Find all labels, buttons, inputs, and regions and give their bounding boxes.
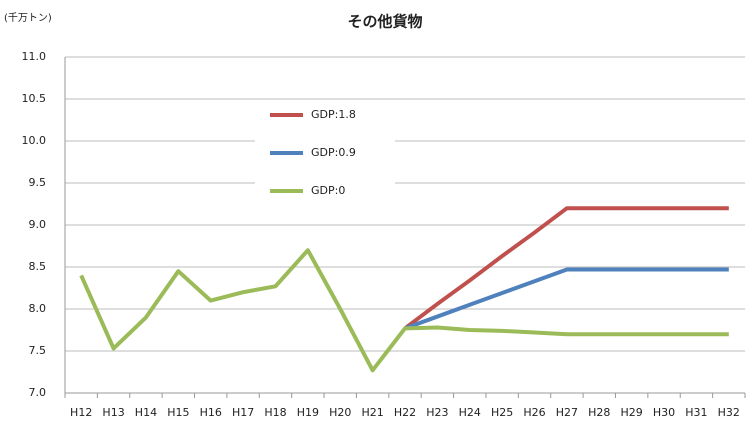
series-line: [404, 267, 729, 331]
legend-label: GDP:0: [311, 184, 345, 197]
x-tick-label: H28: [588, 406, 610, 419]
y-tick-label: 11.0: [22, 50, 47, 63]
series-line: [403, 206, 729, 330]
x-tick-label: H21: [361, 406, 383, 419]
x-tick-label: H26: [523, 406, 545, 419]
y-tick-label: 8.5: [29, 260, 47, 273]
x-tick-label: H27: [556, 406, 578, 419]
x-tick-label: H31: [685, 406, 707, 419]
x-tick-label: H20: [329, 406, 351, 419]
x-tick-label: H13: [102, 406, 124, 419]
y-tick-label: 9.0: [29, 218, 47, 231]
x-tick-label: H17: [232, 406, 254, 419]
y-tick-label: 9.5: [29, 176, 47, 189]
x-tick-label: H25: [491, 406, 513, 419]
y-axis-label: (千万トン): [4, 12, 52, 24]
x-tick-label: H16: [200, 406, 222, 419]
y-tick-label: 10.0: [22, 134, 47, 147]
y-tick-label: 10.5: [22, 92, 47, 105]
x-tick-label: H24: [459, 406, 481, 419]
legend-label: GDP:0.9: [311, 146, 356, 159]
x-tick-label: H12: [70, 406, 92, 419]
x-tick-label: H15: [167, 406, 189, 419]
x-tick-label: H30: [653, 406, 675, 419]
x-tick-label: H18: [264, 406, 286, 419]
chart-title: その他貨物: [347, 13, 422, 31]
x-tick-label: H22: [394, 406, 416, 419]
y-tick-label: 7.0: [29, 386, 47, 399]
x-tick-label: H19: [297, 406, 319, 419]
x-tick-label: H23: [426, 406, 448, 419]
series-line: [79, 248, 729, 373]
legend-label: GDP:1.8: [311, 108, 356, 121]
x-tick-label: H32: [718, 406, 740, 419]
x-tick-label: H14: [135, 406, 157, 419]
x-tick-label: H29: [621, 406, 643, 419]
y-tick-label: 8.0: [29, 302, 47, 315]
y-tick-label: 7.5: [29, 344, 47, 357]
